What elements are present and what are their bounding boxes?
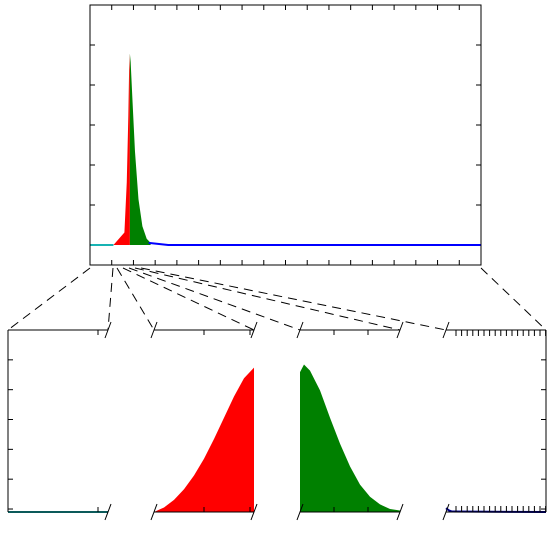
zoom-connector-line — [140, 267, 447, 331]
axis-break-mark — [442, 321, 450, 339]
axis-break-mark — [104, 503, 112, 521]
zoom-connector-line — [134, 267, 401, 331]
zoom-2-area — [154, 367, 254, 512]
axis-break-mark — [250, 321, 258, 339]
zoom-connector-line — [7, 267, 91, 331]
axis-break-mark — [296, 503, 304, 521]
zoom-connector-line — [480, 267, 547, 331]
axis-break-mark — [150, 503, 158, 521]
axis-break-mark — [442, 503, 450, 521]
overview-area-red — [113, 53, 130, 245]
axis-break-mark — [150, 321, 158, 339]
overview-frame — [89, 4, 482, 266]
zoom-connector-line — [116, 267, 155, 331]
zoom-4-line — [445, 507, 547, 513]
zoom-connector-line — [128, 267, 301, 331]
axis-break-mark — [396, 503, 404, 521]
overview-area-green — [129, 53, 151, 245]
zoom-connector-line — [107, 267, 114, 331]
axis-break-mark — [250, 503, 258, 521]
zoom-3-area — [300, 364, 400, 512]
zoom-connector-line — [122, 267, 255, 331]
overview-line-blue — [148, 241, 481, 246]
